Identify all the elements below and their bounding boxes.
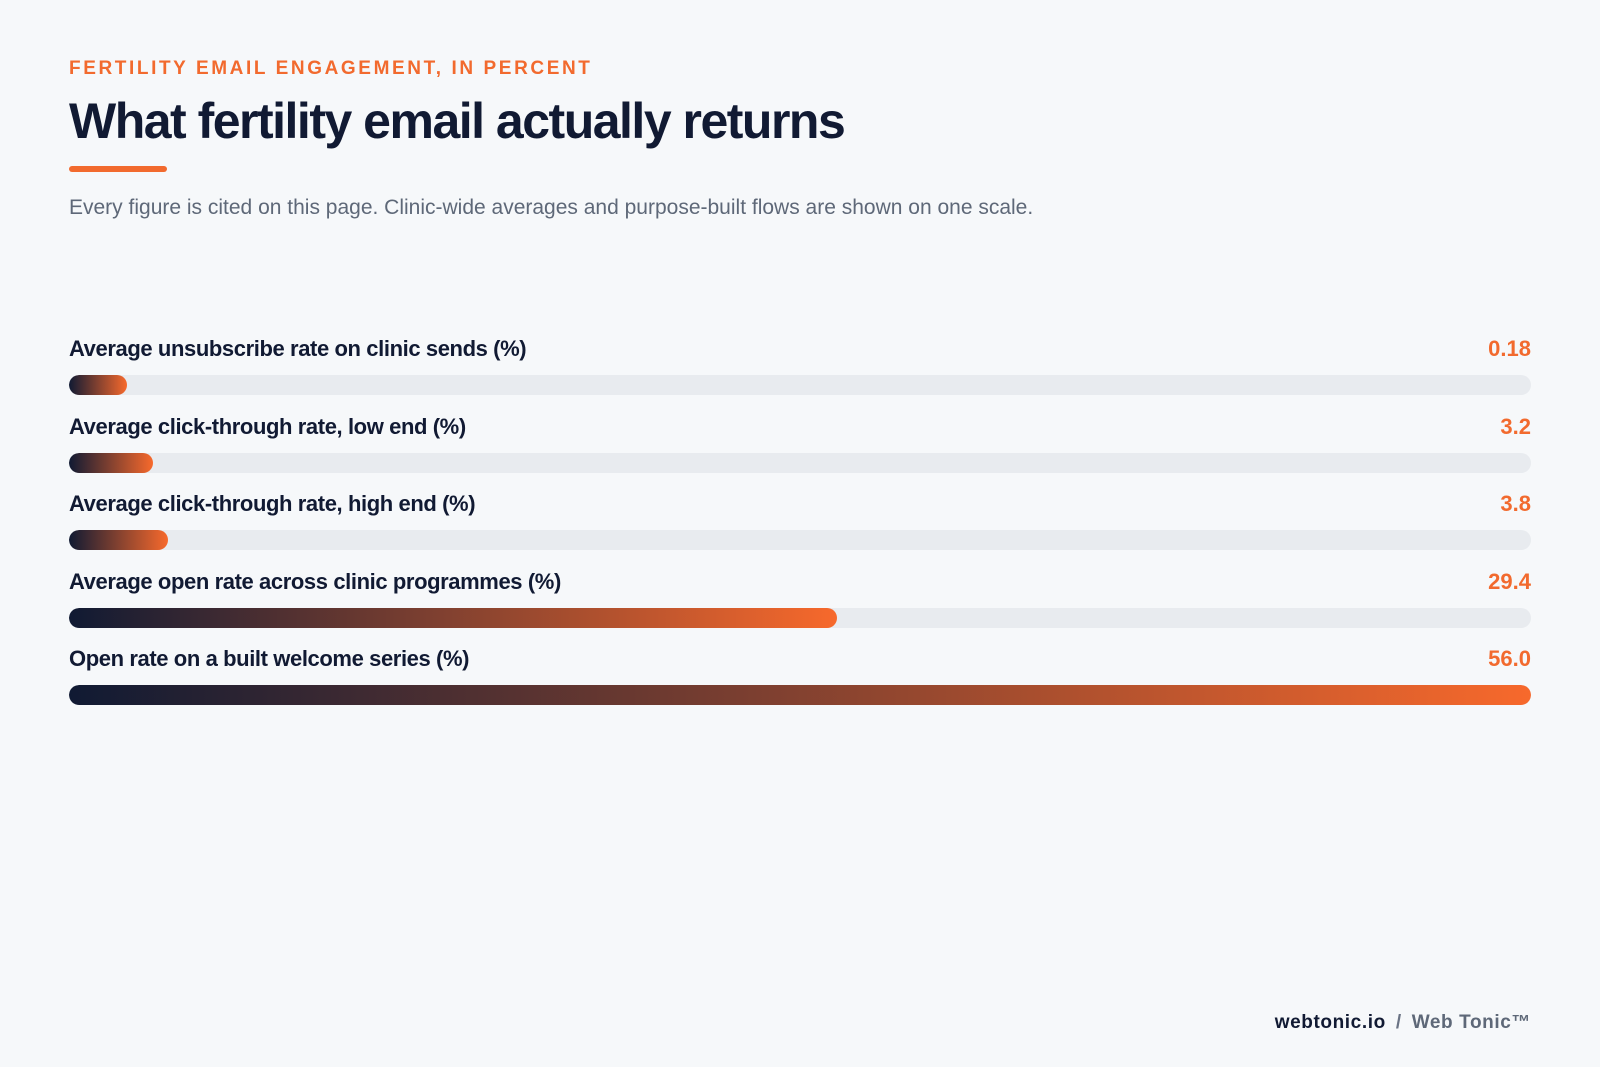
bar-value-label: 0.18 <box>1488 336 1531 361</box>
footer-domain: webtonic.io <box>1274 1012 1386 1033</box>
bar-label: Average unsubscribe rate on clinic sends… <box>69 336 527 361</box>
bar-value-label: 56.0 <box>1488 646 1531 671</box>
bar-label: Average open rate across clinic programm… <box>69 568 561 594</box>
chart-row-header: Open rate on a built welcome series (%) 5… <box>69 646 1531 680</box>
title-accent-rule <box>69 166 167 172</box>
chart-kicker: FERTILITY EMAIL ENGAGEMENT, IN PERCENT <box>69 58 593 79</box>
bar <box>69 685 1531 705</box>
bar <box>69 607 837 628</box>
chart-row-header: Average open rate across clinic programm… <box>69 569 1531 603</box>
bar-value-label: 3.8 <box>1500 491 1531 516</box>
bar-track <box>69 375 1531 395</box>
footer-separator: / <box>1395 1012 1402 1033</box>
footer-credit: webtonic.io / Web Tonic™ <box>1275 1012 1531 1034</box>
chart-title: What fertility email actually returns <box>69 93 846 149</box>
bar-value-label: 29.4 <box>1488 568 1531 594</box>
chart-subtitle: Every figure is cited on this page. Clin… <box>69 196 1034 219</box>
footer-brand: Web Tonic™ <box>1411 1012 1531 1033</box>
bar-label: Open rate on a built welcome series (%) <box>69 646 470 671</box>
chart-row-header: Average click-through rate, low end (%) 3… <box>69 414 1531 448</box>
chart-row-header: Average click-through rate, high end (%)… <box>69 491 1531 525</box>
bar-chart: Average unsubscribe rate on clinic sends… <box>69 336 1531 724</box>
chart-row-header: Average unsubscribe rate on clinic sends… <box>69 336 1531 370</box>
chart-row: Average open rate across clinic programm… <box>69 569 1531 647</box>
chart-row: Average click-through rate, high end (%)… <box>69 491 1531 569</box>
bar-label: Average click-through rate, high end (%) <box>69 491 476 516</box>
bar-track <box>69 452 1531 473</box>
chart-row: Open rate on a built welcome series (%) 5… <box>69 646 1531 724</box>
bar-label: Average click-through rate, low end (%) <box>69 413 466 439</box>
bar <box>69 530 169 550</box>
chart-row: Average click-through rate, low end (%) 3… <box>69 414 1531 492</box>
bar <box>69 375 128 395</box>
chart-row: Average unsubscribe rate on clinic sends… <box>69 336 1531 414</box>
bar-value-label: 3.2 <box>1500 413 1531 439</box>
bar-track <box>69 607 1531 628</box>
bar <box>69 452 153 473</box>
bar-track <box>69 530 1531 550</box>
bar-track <box>69 685 1531 705</box>
